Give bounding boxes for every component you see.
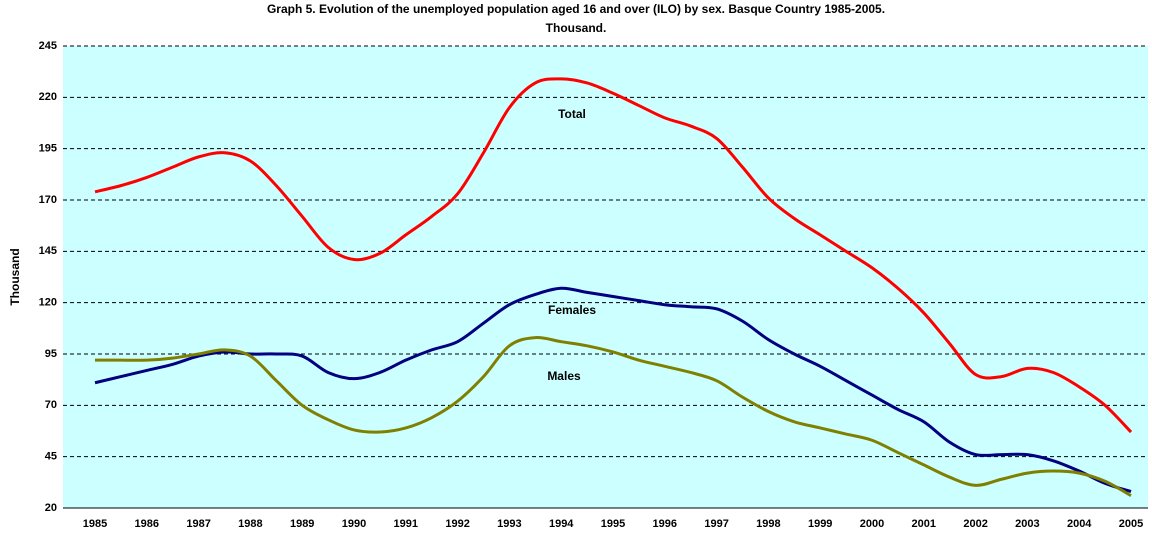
x-tick-label: 1999 — [808, 518, 832, 530]
line — [94, 286, 1132, 494]
x-tick-label: 1992 — [445, 518, 469, 530]
plot-area — [63, 46, 1148, 508]
x-tick-label: 1997 — [704, 518, 728, 530]
y-tick-label: 195 — [39, 143, 57, 155]
x-tick-label: 1996 — [653, 518, 677, 530]
y-tick-label: 120 — [39, 297, 57, 309]
y-axis-label: Thousand — [8, 248, 22, 305]
y-tick-label: 45 — [45, 451, 57, 463]
x-tick-label: 2003 — [1015, 518, 1039, 530]
y-tick-label: 20 — [45, 502, 57, 514]
chart-title: Graph 5. Evolution of the unemployed pop… — [267, 2, 885, 16]
y-tick-label: 95 — [45, 348, 57, 360]
x-tick-label: 1985 — [83, 518, 107, 530]
x-tick-label: 1987 — [186, 518, 210, 530]
x-tick-label: 1994 — [549, 518, 574, 530]
x-tick-label: 1995 — [601, 518, 625, 530]
line — [94, 77, 1133, 434]
x-tick-label: 1988 — [238, 518, 262, 530]
x-tick-label: 1986 — [135, 518, 159, 530]
x-tick-label: 1990 — [342, 518, 366, 530]
series-label: Males — [547, 369, 581, 383]
x-tick-label: 2002 — [963, 518, 987, 530]
x-tick-label: 1993 — [497, 518, 521, 530]
x-tick-label: 2004 — [1067, 518, 1092, 530]
y-tick-label: 70 — [45, 399, 57, 411]
x-tick-label: 2001 — [912, 518, 936, 530]
line — [95, 335, 1132, 497]
x-tick-label: 1989 — [290, 518, 314, 530]
series-label: Females — [548, 303, 596, 317]
chart-subtitle: Thousand. — [546, 21, 607, 35]
series-label: Total — [558, 107, 586, 121]
x-tick-label: 2005 — [1119, 518, 1143, 530]
y-tick-label: 145 — [39, 245, 57, 257]
x-tick-label: 1991 — [394, 518, 418, 530]
y-tick-label: 170 — [39, 194, 57, 206]
y-tick-label: 220 — [39, 91, 57, 103]
x-tick-label: 2000 — [860, 518, 884, 530]
x-tick-label: 1998 — [756, 518, 780, 530]
y-tick-label: 245 — [39, 40, 57, 52]
